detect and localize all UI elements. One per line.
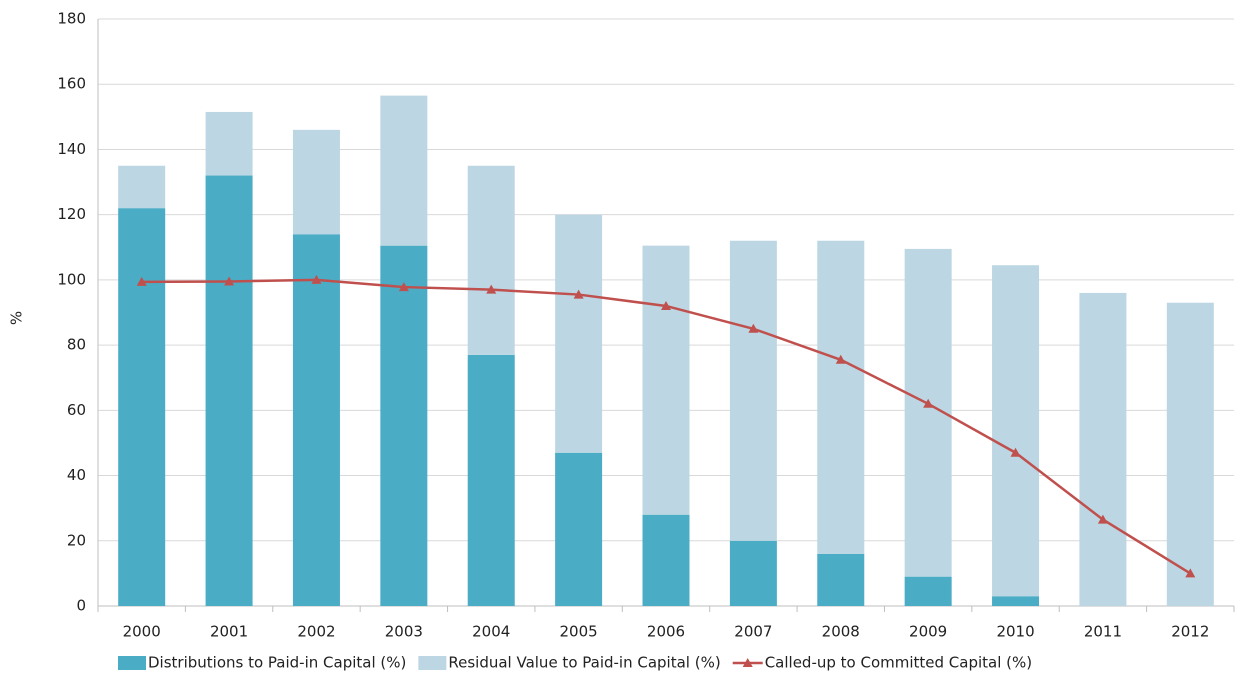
marker — [1185, 568, 1196, 578]
bar — [904, 576, 952, 606]
y-tick-label: 40 — [67, 466, 86, 484]
y-tick-label: 0 — [76, 597, 86, 615]
x-tick-label: 2007 — [734, 623, 772, 641]
marker — [398, 282, 409, 292]
x-tick-label: 2001 — [210, 623, 248, 641]
legend-swatch — [118, 656, 146, 670]
bar — [380, 95, 428, 246]
y-axis-label: % — [8, 311, 26, 325]
bar — [118, 208, 166, 606]
bar — [118, 165, 166, 209]
y-tick-label: 120 — [57, 205, 86, 223]
x-tick-label: 2004 — [472, 623, 510, 641]
legend-label: Called-up to Committed Capital (%) — [765, 654, 1032, 672]
legend-swatch — [418, 656, 447, 670]
x-tick-label: 2010 — [996, 623, 1034, 641]
bar — [292, 129, 340, 235]
marker — [136, 276, 147, 286]
y-tick-label: 100 — [57, 270, 86, 288]
bar — [817, 240, 865, 554]
bar — [729, 540, 777, 606]
marker — [224, 276, 235, 286]
bar — [729, 240, 777, 541]
bar — [1166, 302, 1214, 606]
x-tick-label: 2009 — [909, 623, 947, 641]
marker — [311, 274, 322, 284]
marker — [748, 323, 759, 333]
marker — [1010, 447, 1021, 457]
marker — [1097, 514, 1108, 524]
legend-label: Residual Value to Paid-in Capital (%) — [448, 654, 720, 672]
x-tick-label: 2006 — [647, 623, 685, 641]
x-tick-label: 2002 — [297, 623, 335, 641]
x-tick-label: 2008 — [822, 623, 860, 641]
x-tick-label: 2011 — [1084, 623, 1122, 641]
y-tick-label: 140 — [57, 140, 86, 158]
bar — [992, 265, 1040, 597]
bar — [992, 596, 1040, 606]
bar — [467, 354, 515, 606]
x-tick-label: 2005 — [560, 623, 598, 641]
y-tick-label: 20 — [67, 531, 86, 549]
bar — [292, 234, 340, 606]
bar — [467, 165, 515, 355]
bar — [205, 111, 253, 176]
y-tick-label: 60 — [67, 401, 86, 419]
legend-swatch — [742, 658, 753, 667]
bar — [817, 553, 865, 606]
bar — [380, 245, 428, 606]
x-tick-label: 2000 — [123, 623, 161, 641]
bar — [205, 175, 253, 607]
marker — [486, 284, 497, 294]
bar — [1079, 292, 1127, 606]
marker — [835, 354, 846, 364]
marker — [923, 398, 934, 408]
y-tick-label: 180 — [57, 10, 86, 28]
bar — [555, 452, 603, 606]
bar — [555, 214, 603, 453]
y-tick-label: 160 — [57, 75, 86, 93]
x-tick-label: 2003 — [385, 623, 423, 641]
bar — [642, 245, 690, 515]
y-tick-label: 80 — [67, 336, 86, 354]
legend-label: Distributions to Paid-in Capital (%) — [148, 654, 406, 672]
marker — [573, 289, 584, 299]
marker — [661, 300, 671, 310]
bar — [642, 514, 690, 606]
x-tick-label: 2012 — [1171, 623, 1209, 641]
